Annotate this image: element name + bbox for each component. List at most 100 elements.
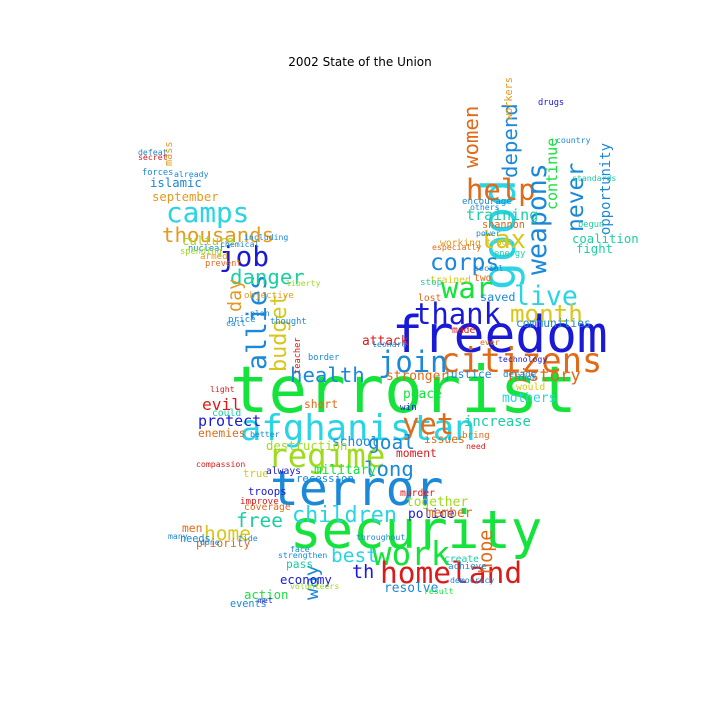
cloud-word-needs: needs — [180, 534, 211, 545]
cloud-word-better: better — [250, 429, 280, 439]
cloud-word-call: call — [226, 318, 246, 328]
cloud-word-saved: saved — [480, 290, 516, 304]
cloud-word-long: long — [364, 457, 414, 481]
cloud-word-coverage: coverage — [244, 502, 291, 513]
cloud-word-freedom: freedom — [392, 305, 608, 365]
cloud-word-look: look — [517, 372, 537, 382]
cloud-word-improve: improve — [240, 496, 279, 507]
cloud-word-strengthen: strengthen — [278, 550, 327, 560]
cloud-word-day: day — [225, 279, 246, 312]
cloud-word-destruction: destruction — [266, 439, 347, 453]
cloud-word-social: social — [474, 263, 504, 273]
cloud-word-allies: allies — [242, 274, 273, 370]
cloud-word-objective: objective — [244, 290, 294, 301]
cloud-word-face: face — [290, 544, 310, 554]
cloud-word-thousands: thousands — [162, 223, 274, 247]
cloud-word-encourage: encourage — [462, 196, 512, 207]
cloud-word-women: women — [459, 106, 483, 168]
cloud-word-prevent: prevent — [205, 259, 242, 269]
cloud-word-priority: priority — [196, 537, 251, 550]
cloud-word-budget: budget — [267, 293, 292, 372]
cloud-word-could: could — [212, 408, 241, 419]
cloud-word-mothers: mothers — [502, 391, 556, 406]
cloud-word-nuclear: nuclear — [188, 244, 225, 254]
cloud-word-th: th — [352, 562, 374, 583]
cloud-word-leonard: leonard — [372, 339, 407, 349]
cloud-word-health: health — [290, 363, 365, 387]
cloud-word-justice: justice — [444, 368, 492, 381]
cloud-word-energy: energy — [494, 249, 525, 259]
cloud-word-volunteers: volunteers — [290, 581, 339, 591]
cloud-word-afghanistan: afghanistan — [240, 408, 476, 449]
cloud-word-police: police — [408, 507, 455, 522]
cloud-word-short: short — [304, 398, 338, 411]
cloud-word-resolve: resolve — [384, 581, 438, 596]
cloud-word-secret: secret — [138, 152, 168, 162]
cloud-word-military: military — [314, 463, 376, 478]
cloud-word-homeland: homeland — [380, 556, 522, 590]
cloud-word-islamic: islamic — [150, 176, 202, 190]
cloud-word-including: including — [244, 232, 288, 242]
cloud-word-working: working — [440, 238, 481, 249]
cloud-word-true: true — [243, 467, 269, 480]
cloud-word-events: events — [230, 599, 267, 610]
cloud-word-power: power — [476, 228, 501, 238]
cloud-word-way: way — [300, 565, 323, 600]
cloud-word-mass: mass — [164, 141, 175, 166]
cloud-word-economy: economy — [280, 573, 332, 587]
cloud-word-terror: terror — [270, 461, 443, 517]
cloud-word-pass: pass — [286, 558, 313, 571]
cloud-word-yet: yet — [402, 407, 454, 441]
cloud-word-many: many — [168, 531, 188, 541]
cloud-word-create: create — [444, 554, 479, 565]
cloud-word-troops: troops — [248, 485, 287, 498]
cloud-word-continue: continue — [543, 138, 561, 210]
cloud-word-light: light — [210, 384, 235, 394]
cloud-word-school: school — [332, 435, 379, 450]
cloud-word-trained: trained — [430, 275, 471, 286]
cloud-word-goal: goal — [368, 431, 415, 454]
cloud-word-citizens: citizens — [440, 341, 602, 380]
cloud-word-plan: plan — [250, 308, 270, 318]
cloud-word-ever: ever — [480, 337, 500, 347]
cloud-word-defeat: defeat — [138, 147, 168, 157]
cloud-word-spending: spending — [180, 247, 222, 257]
cloud-word-compassion: compassion — [196, 459, 245, 469]
cloud-word-price: price — [228, 314, 256, 325]
cloud-word-thought: thought — [270, 317, 307, 327]
cloud-word-work: work — [372, 535, 451, 573]
cloud-word-workers: workers — [504, 77, 515, 120]
cloud-word-murder: murder — [400, 488, 435, 499]
cloud-word-tax: tax — [480, 224, 526, 254]
cloud-word-need: need — [466, 441, 486, 451]
cloud-word-live: live — [514, 281, 578, 312]
cloud-word-issues: issues — [424, 433, 465, 446]
cloud-word-chemical: chemical — [220, 239, 260, 249]
cloud-word-security: security — [290, 500, 542, 561]
cloud-word-stop: stop — [420, 277, 442, 288]
cloud-word-teacher: teacher — [293, 337, 303, 374]
cloud-word-attack: attack — [362, 334, 409, 349]
cloud-word-history: history — [508, 366, 581, 386]
cloud-word-technology: technology — [498, 354, 547, 364]
cloud-word-culture: culture — [182, 234, 234, 248]
cloud-word-moment: moment — [396, 447, 437, 460]
cloud-word-member: member — [426, 506, 473, 521]
cloud-word-trade: trade — [486, 238, 512, 248]
cloud-word-training: training — [466, 206, 538, 224]
cloud-word-begun: begun — [578, 220, 604, 230]
cloud-word-month: month — [510, 300, 583, 328]
cloud-word-peace: peace — [403, 387, 442, 402]
cloud-word-home: home — [204, 522, 251, 545]
cloud-word-opportunity: opportunity — [598, 143, 614, 235]
cloud-word-result: result — [424, 586, 454, 596]
cloud-word-met: met — [258, 595, 273, 605]
cloud-word-protect: protect — [198, 412, 261, 430]
cloud-word-country: country — [556, 135, 591, 145]
cloud-word-children: children — [292, 503, 397, 528]
cloud-word-hope: hope — [476, 530, 497, 574]
cloud-word-done: done — [200, 537, 220, 547]
cloud-word-free: free — [236, 509, 283, 532]
cloud-word-communities: communities — [516, 317, 591, 330]
cloud-word-win: win — [400, 402, 417, 413]
